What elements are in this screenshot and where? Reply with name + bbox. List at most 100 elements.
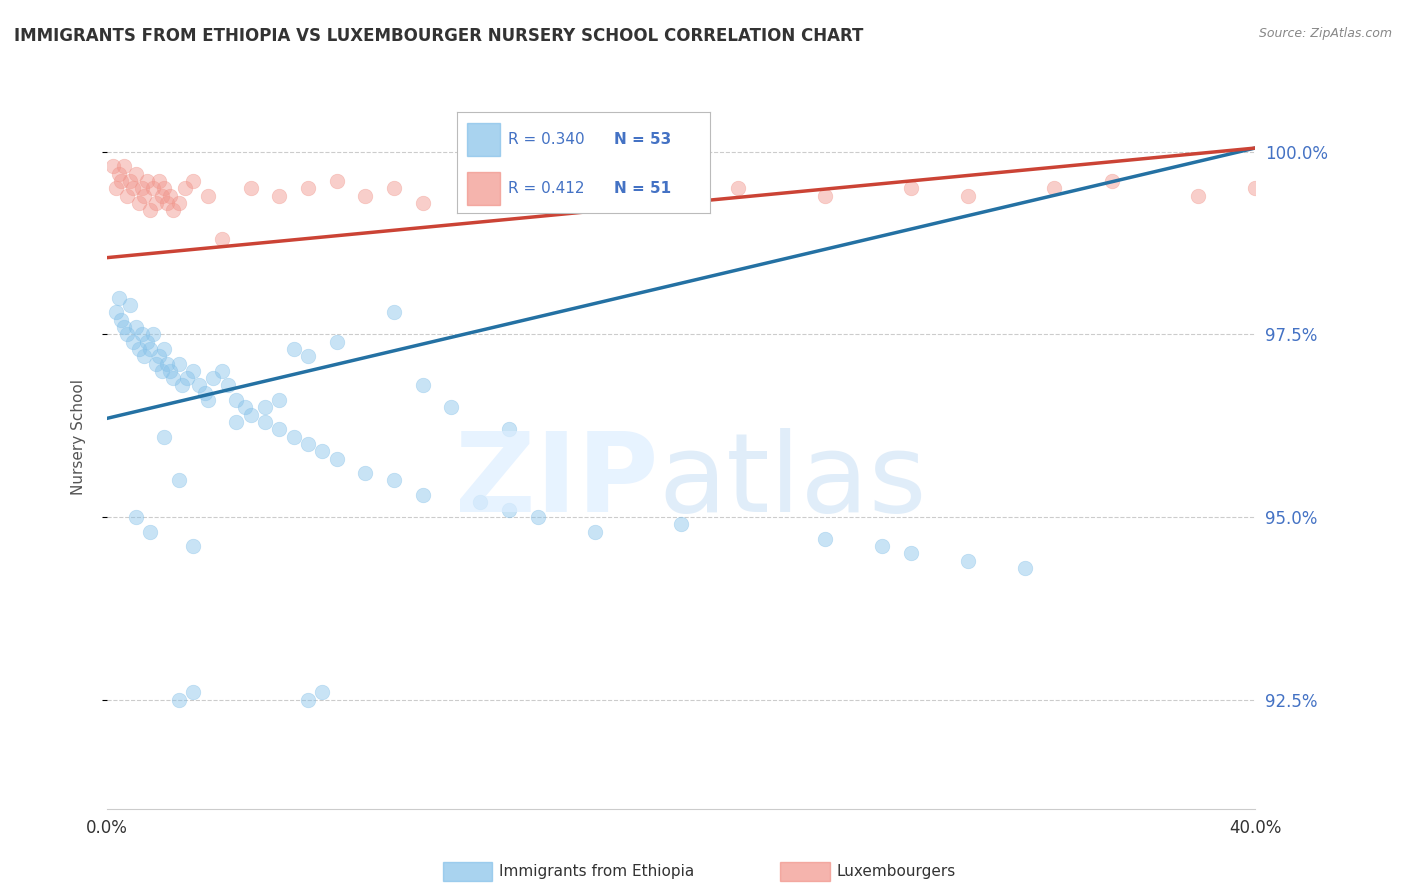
Point [110,174,132,188]
Point [139,342,162,356]
Text: Source: ZipAtlas.com: Source: ZipAtlas.com [1258,27,1392,40]
Point [297,692,319,706]
Point [159,188,181,202]
Point [297,181,319,195]
Point [118,174,141,188]
Point [225,393,247,408]
Point [170,378,193,392]
Point [900,181,922,195]
Point [354,466,377,480]
Point [325,174,347,188]
Point [813,188,835,202]
Point [181,364,204,378]
Point [167,195,190,210]
Point [956,188,979,202]
Point [197,188,219,202]
Point [813,532,835,546]
Point [167,692,190,706]
Point [153,181,176,195]
Point [211,232,233,246]
Point [1244,181,1267,195]
Text: ZIP: ZIP [454,428,658,535]
Text: Luxembourgers: Luxembourgers [837,864,956,879]
Point [269,188,291,202]
Point [211,364,233,378]
Point [104,181,127,195]
Point [167,357,190,371]
Point [125,510,148,524]
Point [122,181,145,195]
Point [181,174,204,188]
Point [382,474,405,488]
Point [142,327,165,342]
Point [311,444,333,458]
Point [153,429,176,443]
Point [253,415,276,429]
Point [150,188,173,202]
Point [194,385,217,400]
Point [142,181,165,195]
Point [555,188,578,202]
Point [118,298,141,312]
Point [156,195,179,210]
Point [1014,561,1036,575]
Point [181,685,204,699]
Point [148,349,170,363]
Point [440,401,463,415]
Point [187,378,209,392]
Point [1301,195,1323,210]
Point [104,305,127,319]
Point [173,181,195,195]
Point [1388,195,1406,210]
Point [613,181,636,195]
Point [181,539,204,553]
Text: Immigrants from Ethiopia: Immigrants from Ethiopia [499,864,695,879]
Point [156,357,179,371]
Point [115,188,138,202]
Point [900,546,922,560]
Point [283,429,305,443]
Point [412,195,434,210]
Point [870,539,893,553]
Point [136,334,159,349]
Point [125,167,148,181]
Point [112,159,135,173]
Point [159,364,181,378]
Point [107,291,129,305]
Point [498,422,520,436]
Point [139,524,162,539]
Point [131,327,153,342]
Point [125,320,148,334]
Point [311,685,333,699]
Point [153,342,176,356]
Point [470,495,492,509]
Point [134,188,156,202]
Point [233,401,256,415]
Y-axis label: Nursery School: Nursery School [72,378,86,494]
Point [354,188,377,202]
Point [669,174,692,188]
Point [115,327,138,342]
Point [107,167,129,181]
Point [162,371,184,385]
Point [139,203,162,218]
Point [110,312,132,326]
Point [325,451,347,466]
Point [583,524,606,539]
Point [122,334,145,349]
Point [134,349,156,363]
Point [1272,188,1295,202]
Point [498,502,520,516]
Text: atlas: atlas [658,428,927,535]
Point [239,181,262,195]
Point [112,320,135,334]
Point [217,378,239,392]
Point [150,364,173,378]
Point [412,488,434,502]
Point [162,203,184,218]
Point [176,371,198,385]
Point [145,195,167,210]
Point [128,342,150,356]
Point [470,188,492,202]
Point [167,474,190,488]
